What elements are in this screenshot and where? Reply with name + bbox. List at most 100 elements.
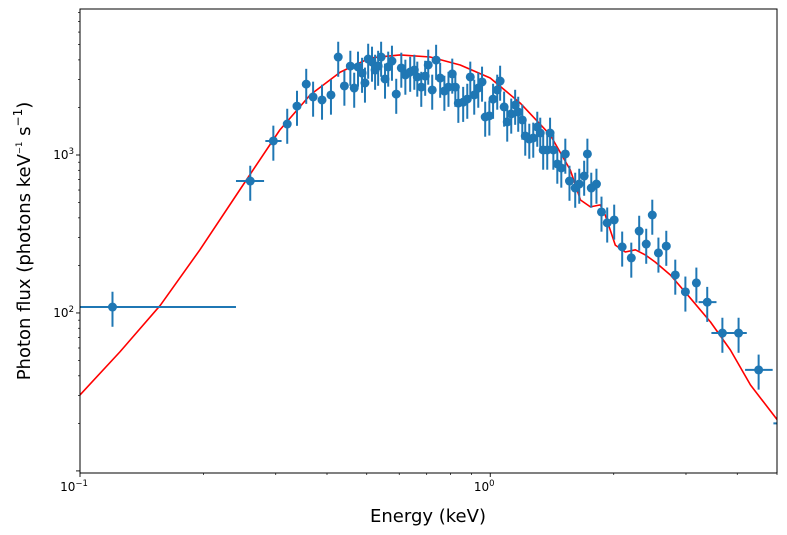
marker <box>268 136 278 146</box>
data-point <box>396 52 406 88</box>
data-point <box>431 44 441 80</box>
data-point <box>317 84 327 120</box>
marker <box>317 95 327 105</box>
marker <box>609 215 619 225</box>
marker <box>282 119 292 129</box>
marker <box>661 241 671 251</box>
data-point <box>617 231 627 267</box>
data-point <box>308 81 318 117</box>
marker <box>443 82 453 92</box>
marker <box>308 92 318 102</box>
marker <box>387 56 397 66</box>
marker <box>462 94 472 104</box>
data-point <box>339 70 349 106</box>
data-point <box>345 50 355 86</box>
marker <box>427 85 437 95</box>
data-point <box>301 68 311 104</box>
data-point <box>596 196 606 232</box>
marker <box>412 72 422 82</box>
data-point <box>634 215 644 251</box>
data-point <box>564 165 574 201</box>
marker <box>416 82 426 92</box>
data-point <box>602 207 612 243</box>
data-point <box>582 138 592 174</box>
marker <box>495 76 505 86</box>
marker <box>528 133 538 143</box>
marker <box>564 176 574 186</box>
marker <box>602 218 612 228</box>
marker <box>301 79 311 89</box>
data-point <box>443 71 453 107</box>
data-point <box>730 317 747 353</box>
marker <box>641 239 651 249</box>
data-point <box>282 108 292 144</box>
marker <box>653 248 663 258</box>
data-point <box>574 168 584 204</box>
marker <box>574 179 584 189</box>
data-point <box>265 125 282 161</box>
data-point <box>691 267 701 303</box>
marker <box>333 52 343 62</box>
data-point <box>326 79 336 115</box>
data-point <box>626 242 636 278</box>
data-point <box>591 168 601 204</box>
plot-frame <box>79 8 778 474</box>
marker <box>513 107 523 117</box>
data-point <box>495 65 505 101</box>
data-layer <box>80 41 777 425</box>
x-tick-label: 100 <box>474 479 495 494</box>
marker <box>376 52 386 62</box>
marker <box>488 94 498 104</box>
data-point <box>469 79 479 115</box>
marker <box>360 78 370 88</box>
data-point <box>360 67 370 103</box>
marker <box>691 278 701 288</box>
model-curve <box>80 54 777 421</box>
marker <box>556 163 566 173</box>
marker <box>582 149 592 159</box>
marker <box>107 302 117 312</box>
marker <box>596 207 606 217</box>
data-point <box>609 204 619 240</box>
marker <box>339 81 349 91</box>
data-point <box>477 66 487 102</box>
data-point <box>647 199 657 235</box>
marker <box>477 77 487 87</box>
data-point <box>387 45 397 81</box>
axis-ticks: 10−1 100 102 103 <box>53 11 778 494</box>
marker <box>465 72 475 82</box>
data-point <box>641 228 651 264</box>
data-point <box>556 152 566 188</box>
marker <box>484 111 494 121</box>
marker <box>560 149 570 159</box>
marker <box>647 210 657 220</box>
data-point <box>427 74 437 110</box>
y-tick-label: 103 <box>53 147 74 162</box>
marker <box>680 287 690 297</box>
y-tick-label: 102 <box>53 305 74 320</box>
marker <box>626 253 636 263</box>
marker <box>502 117 512 127</box>
data-point <box>670 259 680 295</box>
data-point <box>653 237 663 273</box>
marker <box>734 328 744 338</box>
x-tick-label: 10−1 <box>60 479 88 494</box>
marker <box>345 61 355 71</box>
marker <box>754 365 764 375</box>
marker <box>469 90 479 100</box>
marker <box>292 101 302 111</box>
data-point <box>773 422 777 425</box>
data-point <box>579 160 589 196</box>
marker <box>670 270 680 280</box>
marker <box>396 63 406 73</box>
data-point <box>349 72 359 108</box>
model-layer <box>80 54 777 421</box>
data-point <box>462 83 472 119</box>
marker <box>617 242 627 252</box>
marker <box>431 55 441 65</box>
marker <box>349 83 359 93</box>
data-point <box>661 230 671 266</box>
data-point <box>292 90 302 126</box>
data-point <box>680 276 690 312</box>
